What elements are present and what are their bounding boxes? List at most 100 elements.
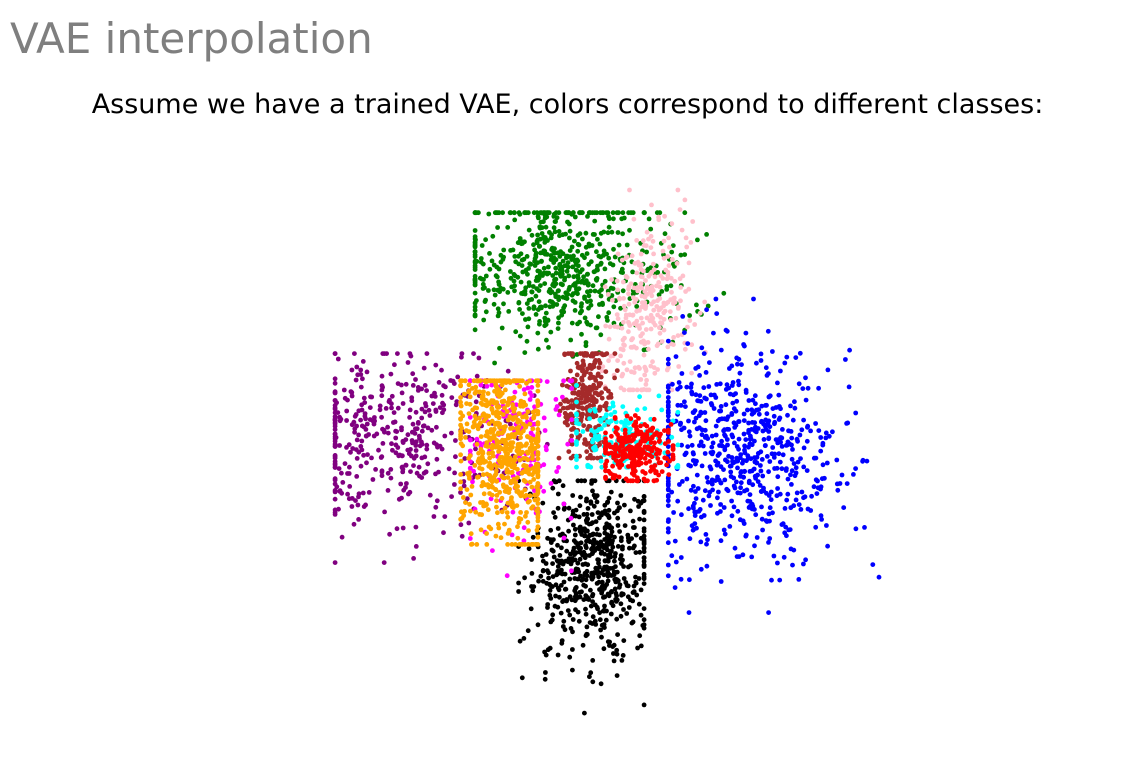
scatter-point (540, 558, 546, 564)
scatter-point (746, 398, 752, 403)
scatter-point (565, 441, 571, 447)
scatter-point (574, 360, 580, 366)
scatter-point (639, 438, 645, 444)
scatter-point (620, 448, 626, 454)
scatter-point (587, 408, 593, 413)
scatter-point (566, 505, 572, 511)
scatter-point (606, 495, 612, 501)
scatter-point (797, 350, 803, 356)
scatter-point (342, 461, 348, 466)
scatter-point (546, 570, 551, 576)
scatter-point (635, 645, 640, 651)
scatter-point (705, 479, 711, 485)
scatter-point (529, 289, 535, 295)
scatter-point (834, 481, 840, 487)
scatter-point (356, 517, 361, 522)
scatter-point (792, 405, 798, 411)
scatter-point (595, 236, 600, 242)
scatter-point (786, 428, 791, 434)
scatter-point (517, 211, 523, 217)
scatter-point (813, 421, 818, 426)
scatter-point (549, 547, 555, 553)
scatter-point (596, 358, 602, 363)
scatter-point (804, 438, 810, 444)
scatter-point (535, 232, 540, 238)
scatter-point (505, 368, 511, 374)
scatter-point (526, 528, 531, 533)
scatter-point (541, 265, 547, 271)
scatter-point (556, 455, 562, 461)
scatter-point (702, 410, 708, 415)
scatter-point (779, 444, 785, 449)
scatter-point (665, 526, 671, 531)
scatter-point (483, 273, 489, 279)
scatter-point (593, 447, 599, 452)
scatter-point (669, 434, 675, 440)
scatter-point (727, 524, 733, 529)
scatter-point (542, 428, 548, 433)
scatter-point (498, 464, 504, 469)
scatter-point (559, 271, 565, 277)
scatter-point (677, 207, 683, 213)
scatter-point (593, 399, 599, 405)
scatter-point (599, 579, 605, 585)
scatter-point (635, 288, 641, 294)
scatter-point (635, 478, 641, 484)
scatter-point (570, 511, 576, 517)
scatter-point (606, 571, 611, 577)
scatter-point (588, 452, 593, 458)
scatter-point (493, 273, 499, 279)
scatter-point (640, 623, 646, 628)
scatter-point (789, 482, 794, 487)
scatter-point (494, 404, 500, 410)
scatter-point (709, 444, 715, 450)
scatter-point (750, 397, 756, 403)
scatter-point (394, 526, 400, 532)
scatter-point (770, 349, 775, 354)
scatter-point (597, 617, 603, 623)
scatter-point (650, 238, 656, 244)
scatter-point (783, 468, 789, 473)
scatter-point (789, 435, 795, 441)
scatter-point (675, 386, 680, 392)
scatter-point (530, 466, 536, 471)
scatter-point (590, 592, 596, 597)
scatter-point (588, 288, 593, 294)
scatter-series-10 (516, 478, 647, 716)
scatter-point (738, 470, 744, 475)
scatter-point (454, 399, 460, 404)
scatter-point (473, 446, 478, 452)
scatter-point (705, 436, 711, 441)
scatter-point (501, 301, 506, 307)
scatter-point (332, 496, 338, 502)
scatter-point (698, 439, 704, 445)
scatter-point (665, 272, 671, 278)
scatter-point (535, 534, 541, 540)
scatter-point (665, 481, 671, 487)
scatter-point (711, 330, 716, 336)
scatter-point (713, 296, 719, 302)
scatter-point (671, 335, 676, 340)
scatter-point (767, 459, 773, 464)
scatter-point (760, 527, 765, 533)
scatter-point (767, 424, 773, 430)
scatter-point (603, 461, 608, 467)
scatter-point (626, 539, 632, 545)
scatter-point (598, 458, 604, 464)
scatter-point (434, 424, 439, 430)
scatter-point (541, 488, 547, 494)
scatter-point (638, 423, 643, 429)
scatter-point (471, 468, 476, 474)
scatter-point (583, 528, 589, 533)
scatter-point (497, 410, 503, 416)
scatter-point (478, 434, 484, 439)
scatter-point (625, 583, 631, 589)
scatter-point (575, 233, 581, 238)
scatter-point (354, 456, 360, 461)
scatter-point (584, 568, 590, 574)
scatter-point (783, 524, 789, 530)
scatter-point (704, 307, 709, 313)
scatter-point (591, 503, 597, 509)
scatter-point (571, 274, 577, 280)
scatter-point (674, 261, 680, 266)
